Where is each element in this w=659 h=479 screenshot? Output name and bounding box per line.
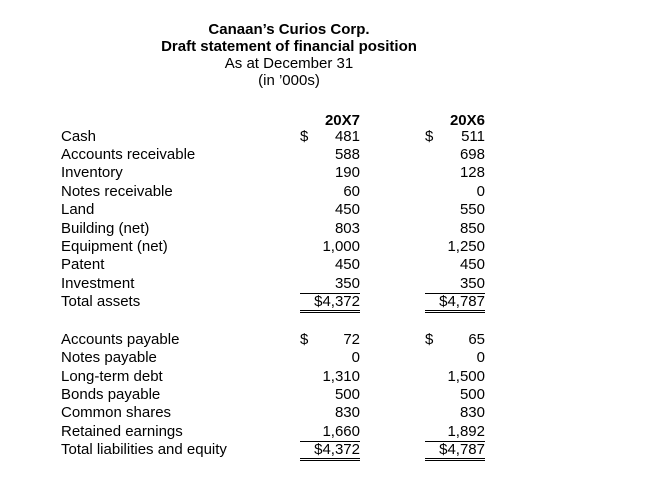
- column-header-20x7: 20X7: [324, 112, 360, 129]
- value-20x6: 0: [476, 349, 485, 366]
- row-label: Accounts payable: [61, 331, 180, 348]
- value-20x7: 350: [334, 275, 360, 292]
- row-label: Equipment (net): [61, 238, 168, 255]
- row-label: Inventory: [61, 164, 123, 181]
- value-20x7: 830: [334, 404, 360, 421]
- value-20x6: 1,892: [447, 423, 485, 440]
- currency-symbol: $: [300, 331, 309, 348]
- value-20x6: 65: [468, 331, 485, 348]
- row-label: Total assets: [61, 293, 141, 310]
- value-20x7: 0: [351, 349, 360, 366]
- statement-units: (in ’000s): [258, 72, 320, 89]
- value-20x7: 190: [334, 164, 360, 181]
- value-20x6: 1,500: [447, 368, 485, 385]
- statement-title: Draft statement of financial position: [161, 38, 417, 55]
- currency-symbol: $: [425, 128, 434, 145]
- total-20x7: $4,372: [314, 441, 360, 458]
- value-20x7: 588: [334, 146, 360, 163]
- value-20x6: 550: [459, 201, 485, 218]
- row-label: Common shares: [61, 404, 172, 421]
- value-20x7: 450: [334, 256, 360, 273]
- value-20x7: 1,000: [322, 238, 360, 255]
- total-20x6: $4,787: [439, 293, 485, 310]
- statement-date: As at December 31: [224, 55, 354, 72]
- column-header-20x6: 20X6: [449, 112, 485, 129]
- value-20x6: 1,250: [447, 238, 485, 255]
- value-20x6: 830: [459, 404, 485, 421]
- value-20x6: 698: [459, 146, 485, 163]
- value-20x6: 450: [459, 256, 485, 273]
- subtotal-rule: [300, 293, 360, 294]
- subtotal-rule: [425, 441, 485, 442]
- subtotal-rule: [425, 293, 485, 294]
- value-20x7: 803: [334, 220, 360, 237]
- total-20x7: $4,372: [314, 293, 360, 310]
- row-label: Land: [61, 201, 95, 218]
- row-label: Total liabilities and equity: [61, 441, 227, 458]
- row-label: Bonds payable: [61, 386, 161, 403]
- row-label: Retained earnings: [61, 423, 183, 440]
- company-name: Canaan’s Curios Corp.: [208, 21, 370, 38]
- value-20x6: 0: [476, 183, 485, 200]
- row-label: Patent: [61, 256, 105, 273]
- row-label: Long-term debt: [61, 368, 163, 385]
- value-20x7: 72: [343, 331, 360, 348]
- row-label: Notes payable: [61, 349, 157, 366]
- row-label: Cash: [61, 128, 97, 145]
- value-20x7: 1,310: [322, 368, 360, 385]
- value-20x6: 511: [461, 128, 485, 145]
- value-20x7: 481: [334, 128, 360, 145]
- row-label: Notes receivable: [61, 183, 173, 200]
- value-20x7: 500: [334, 386, 360, 403]
- currency-symbol: $: [425, 331, 434, 348]
- subtotal-rule: [300, 441, 360, 442]
- value-20x6: 128: [459, 164, 485, 181]
- value-20x6: 500: [459, 386, 485, 403]
- value-20x7: 60: [343, 183, 360, 200]
- row-label: Accounts receivable: [61, 146, 196, 163]
- row-label: Building (net): [61, 220, 150, 237]
- currency-symbol: $: [300, 128, 309, 145]
- row-label: Investment: [61, 275, 135, 292]
- value-20x7: 1,660: [322, 423, 360, 440]
- value-20x6: 850: [459, 220, 485, 237]
- value-20x7: 450: [334, 201, 360, 218]
- value-20x6: 350: [459, 275, 485, 292]
- total-20x6: $4,787: [439, 441, 485, 458]
